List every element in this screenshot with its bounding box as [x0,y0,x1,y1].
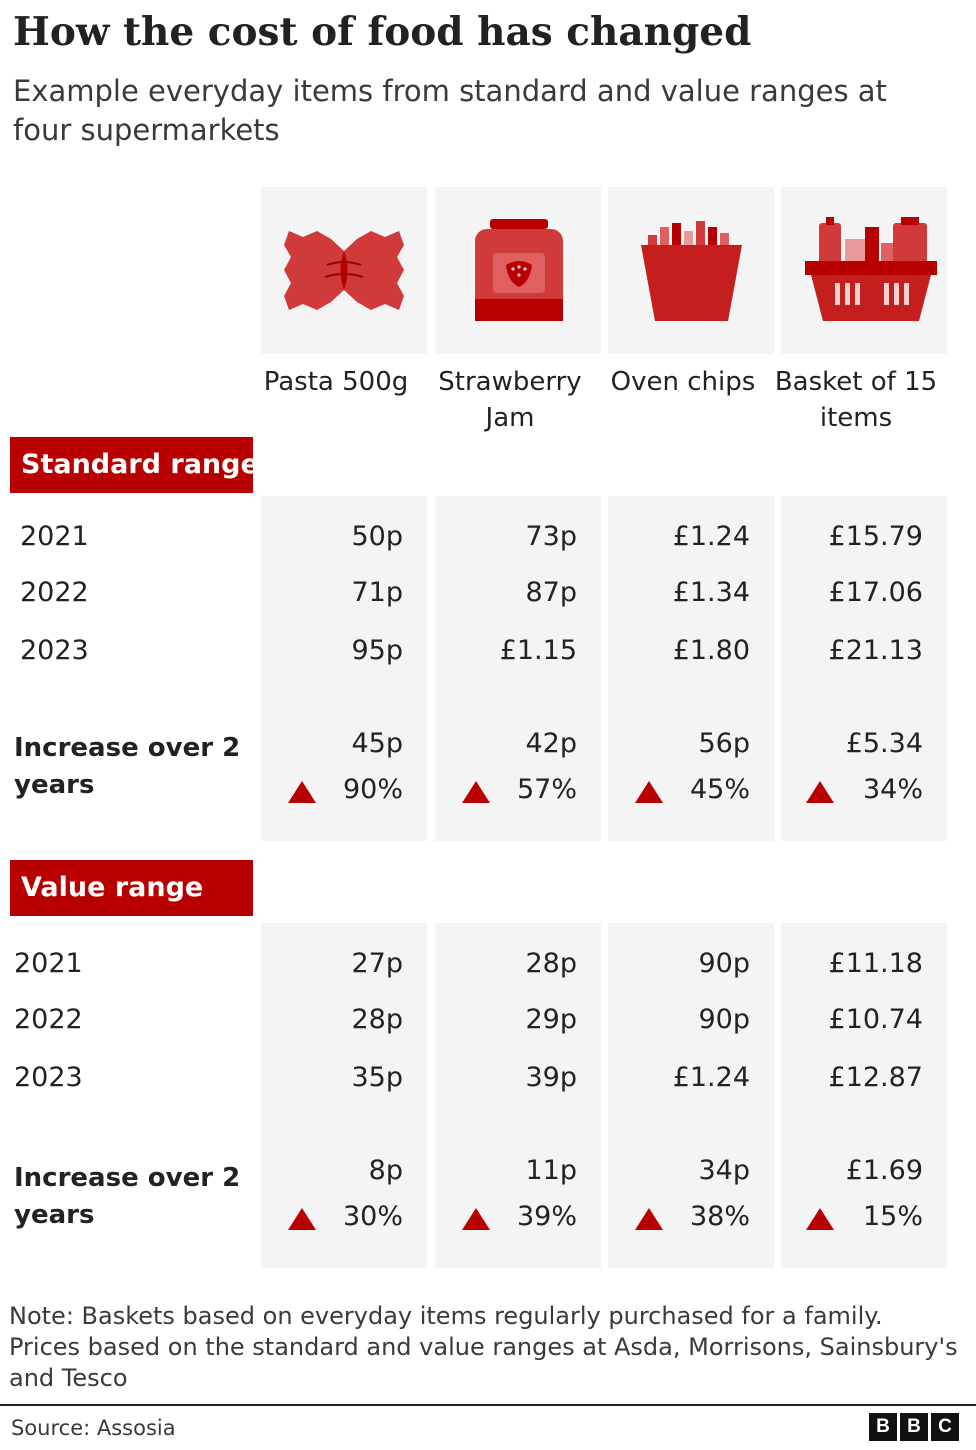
value-cell: 29p [525,1004,578,1035]
value-year-2023: 2023 [14,1062,83,1093]
standard-increase-value: 45p [351,728,404,759]
value-increase-label: Increase over 2 years [14,1163,241,1230]
value-range-label: Value range [10,860,253,916]
value-year-2021: 2021 [14,948,83,979]
standard-increase-pct: 34% [763,772,923,808]
standard-cell: 50p [351,521,404,552]
standard-year-2022: 2022 [20,577,89,608]
value-increase-value: £1.69 [845,1155,923,1186]
value-cell: 28p [525,948,578,979]
chips-icon [608,187,775,354]
standard-increase-value: 56p [698,728,751,759]
standard-increase-pct: 90% [243,772,403,808]
up-arrow-icon [462,1208,490,1230]
standard-increase-label: Increase over 2 years [14,733,241,800]
up-arrow-icon [288,781,316,803]
value-cell: 28p [351,1004,404,1035]
footnote: Note: Baskets based on everyday items re… [9,1302,958,1392]
jam-jar-icon [435,187,602,354]
shopping-basket-icon [781,187,948,354]
column-header-basket: Basket of 15 items [774,367,938,433]
column-header-chips: Oven chips [610,367,756,397]
standard-cell: 87p [525,577,578,608]
bbc-logo-letter: B [869,1413,897,1441]
value-cell: 90p [698,1004,751,1035]
standard-increase-pct: 57% [417,772,577,808]
standard-increase-pct-text: 90% [342,774,403,805]
value-cell: £1.24 [672,1062,750,1093]
value-increase-pct: 30% [243,1199,403,1235]
value-year-2022: 2022 [14,1004,83,1035]
value-increase-value: 34p [698,1155,751,1186]
value-increase-pct: 39% [417,1199,577,1235]
standard-range-label: Standard range [10,437,259,493]
value-cell: 90p [698,948,751,979]
pasta-icon [261,187,428,354]
column-header-pasta: Pasta 500g [263,367,409,397]
standard-increase-value: 42p [525,728,578,759]
bbc-logo-letter: C [931,1413,959,1441]
up-arrow-icon [806,781,834,803]
value-increase-pct-text: 38% [689,1201,750,1232]
page-title: How the cost of food has changed [13,9,752,55]
standard-cell: 95p [351,635,404,666]
value-cell: £12.87 [828,1062,923,1093]
value-increase-pct-text: 39% [516,1201,577,1232]
standard-cell: £15.79 [828,521,923,552]
standard-cell: £17.06 [828,577,923,608]
value-increase-pct-text: 30% [342,1201,403,1232]
standard-cell: £21.13 [828,635,923,666]
value-cell: 35p [351,1062,404,1093]
standard-increase-pct-text: 57% [516,774,577,805]
value-increase-pct: 15% [763,1199,923,1235]
column-header-jam: Strawberry Jam [438,367,582,433]
standard-cell: £1.34 [672,577,750,608]
standard-increase-value: £5.34 [845,728,923,759]
value-increase-pct: 38% [590,1199,750,1235]
value-increase-value: 11p [525,1155,578,1186]
standard-year-2023: 2023 [20,635,89,666]
up-arrow-icon [635,781,663,803]
page-subtitle: Example everyday items from standard and… [13,74,887,147]
value-cell: 27p [351,948,404,979]
value-increase-pct-text: 15% [862,1201,923,1232]
up-arrow-icon [635,1208,663,1230]
standard-increase-pct-text: 34% [862,774,923,805]
up-arrow-icon [806,1208,834,1230]
bbc-logo-letter: B [900,1413,928,1441]
standard-cell: £1.24 [672,521,750,552]
standard-cell: £1.15 [499,635,577,666]
standard-cell: 73p [525,521,578,552]
value-cell: £10.74 [828,1004,923,1035]
footer-divider [0,1404,976,1406]
standard-cell: £1.80 [672,635,750,666]
standard-year-2021: 2021 [20,521,89,552]
standard-increase-pct-text: 45% [689,774,750,805]
value-cell: £11.18 [828,948,923,979]
up-arrow-icon [288,1208,316,1230]
source-credit: Source: Assosia [11,1416,176,1440]
value-increase-value: 8p [368,1155,403,1186]
standard-increase-pct: 45% [590,772,750,808]
value-cell: 39p [525,1062,578,1093]
standard-cell: 71p [351,577,404,608]
up-arrow-icon [462,781,490,803]
